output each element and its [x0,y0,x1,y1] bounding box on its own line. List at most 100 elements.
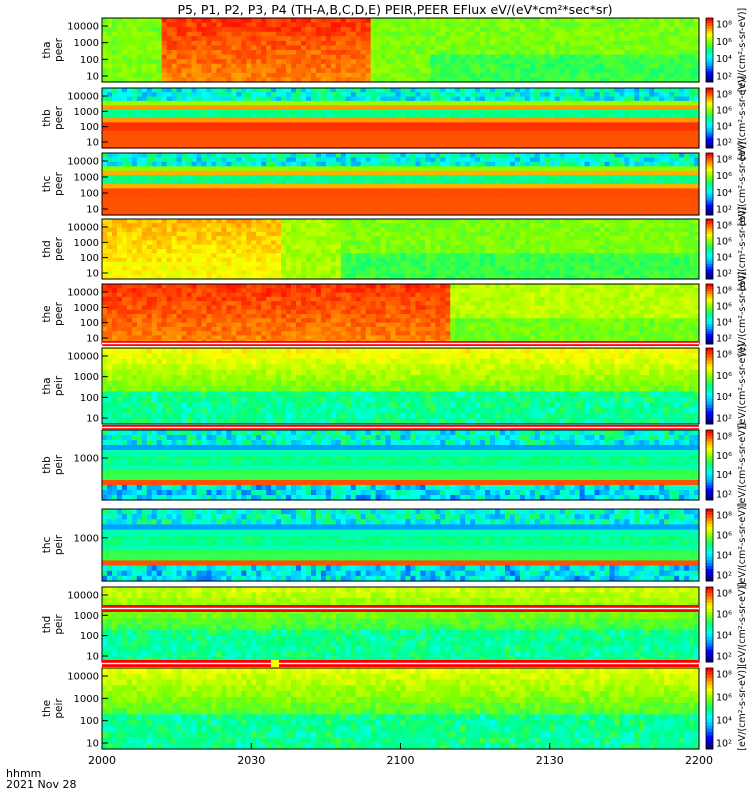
heat-cell [341,73,347,78]
heat-cell [396,118,402,123]
heat-cell [545,23,551,28]
heat-cell [585,131,591,136]
heat-cell [386,157,392,162]
heat-cell [614,127,620,132]
heat-cell [231,131,237,136]
heat-cell [326,68,332,73]
heat-cell [525,105,531,110]
heat-cell [585,188,591,193]
heat-cell [619,64,625,69]
heat-cell [415,135,421,140]
heat-cell [639,109,645,114]
heat-cell [147,18,153,23]
heat-cell [311,50,317,55]
heat-cell [415,92,421,97]
heat-cell [112,92,118,97]
heat-cell [321,105,327,110]
heat-cell [147,118,153,123]
heat-cell [679,36,685,41]
heat-cell [639,193,645,198]
heat-cell [674,88,680,93]
heat-cell [415,64,421,69]
heat-cell [401,197,407,202]
heat-cell [530,157,536,162]
heat-cell [211,175,217,180]
heat-cell [445,55,451,60]
heat-cell [455,162,461,167]
heat-cell [326,197,332,202]
heat-cell [644,139,650,144]
heat-cell [236,23,242,28]
heat-cell [604,175,610,180]
heat-cell [435,68,441,73]
heat-cell [221,55,227,60]
heat-cell [202,32,208,37]
heat-cell [202,59,208,64]
heat-cell [465,166,471,171]
heat-cell [485,101,491,106]
heat-cell [535,88,541,93]
heat-cell [639,166,645,171]
heat-cell [634,171,640,176]
heat-cell [271,188,277,193]
heat-cell [182,135,188,140]
heat-cell [495,105,501,110]
heat-cell [187,73,193,78]
heat-cell [341,59,347,64]
heat-cell [182,153,188,158]
heat-cell [575,18,581,23]
heat-cell [152,135,158,140]
heat-cell [177,202,183,207]
heat-cell [147,41,153,46]
heat-cell [361,184,367,189]
heat-cell [117,184,123,189]
heat-cell [520,175,526,180]
heat-cell [445,64,451,69]
heat-cell [386,162,392,167]
heat-cell [386,32,392,37]
heat-cell [271,18,277,23]
heat-cell [619,135,625,140]
heat-cell [595,88,601,93]
heat-cell [137,171,143,176]
heat-cell [505,64,511,69]
heat-cell [117,188,123,193]
heat-cell [500,206,506,211]
heat-cell [485,118,491,123]
heat-cell [510,101,516,106]
heat-cell [271,64,277,69]
heat-cell [669,139,675,144]
heat-cell [649,153,655,158]
heat-cell [440,64,446,69]
heat-cell [182,118,188,123]
heat-cell [112,88,118,93]
heat-cell [356,202,362,207]
heat-cell [495,122,501,127]
heat-cell [540,166,546,171]
heat-cell [535,197,541,202]
heat-cell [261,171,267,176]
heat-cell [381,41,387,46]
heat-cell [629,193,635,198]
heat-cell [415,131,421,136]
heat-cell [405,64,411,69]
heat-cell [301,18,307,23]
heat-cell [336,55,342,60]
heat-cell [117,127,123,132]
heat-cell [276,135,282,140]
heat-cell [649,139,655,144]
heat-cell [122,202,128,207]
heat-cell [381,197,387,202]
heat-cell [197,32,203,37]
heat-cell [246,97,252,102]
heat-cell [336,101,342,106]
heat-cell [226,162,232,167]
heat-cell [221,105,227,110]
heat-cell [440,45,446,50]
heat-cell [122,127,128,132]
heat-cell [639,97,645,102]
heat-cell [590,139,596,144]
heat-cell [271,32,277,37]
heat-cell [386,127,392,132]
heat-cell [475,88,481,93]
